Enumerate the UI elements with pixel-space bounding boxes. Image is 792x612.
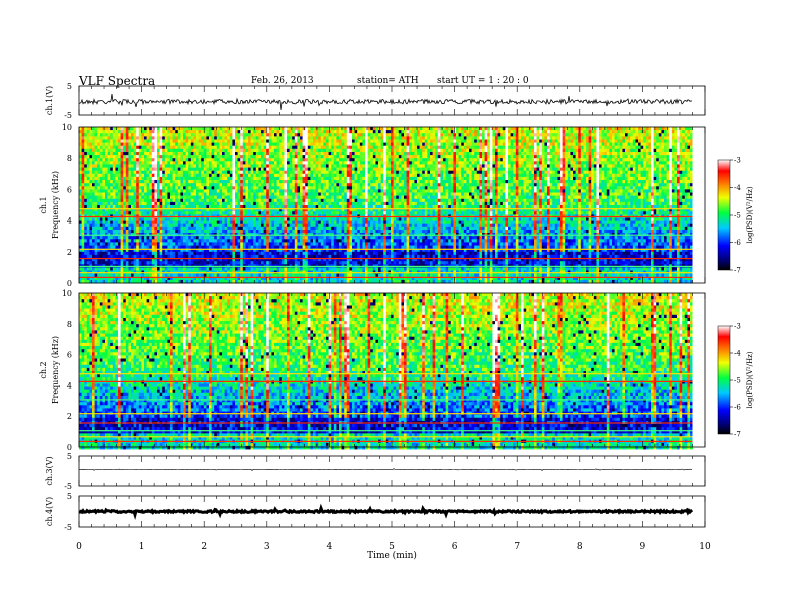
ch1-spectrogram-image bbox=[79, 127, 705, 284]
y-tick-label: 4 bbox=[67, 381, 72, 390]
ch2-spectrogram-image bbox=[79, 293, 705, 450]
channel-label: ch.2 bbox=[39, 361, 48, 378]
y-tick-label: 6 bbox=[67, 185, 72, 194]
colorbar-tick-label: -3 bbox=[734, 323, 741, 331]
x-tick-label: 6 bbox=[452, 542, 458, 552]
axes-layer bbox=[78, 85, 706, 528]
y-axis-label: ch.3(V) bbox=[45, 456, 54, 485]
x-tick-label: 8 bbox=[577, 542, 583, 552]
y-tick-label: 10 bbox=[62, 123, 72, 132]
x-tick-label: 2 bbox=[201, 542, 207, 552]
y-axis-label: ch.4(V) bbox=[45, 497, 54, 526]
x-tick-label: 5 bbox=[389, 542, 395, 552]
colorbar-tick-label: -6 bbox=[734, 239, 741, 247]
colorbar-tick-label: -7 bbox=[734, 267, 741, 275]
x-tick-label: 9 bbox=[640, 542, 646, 552]
waveform-traces bbox=[78, 93, 694, 521]
x-tick-label: 3 bbox=[264, 542, 270, 552]
colorbar-label: log(PSD)(V²/Hz) bbox=[746, 186, 754, 243]
ch3-waveform-line bbox=[78, 468, 692, 471]
start-time-label: start UT = 1 : 20 : 0 bbox=[437, 76, 529, 86]
x-tick-label: 4 bbox=[327, 542, 333, 552]
ch1-waveform-line bbox=[78, 93, 693, 110]
y-tick-label: 2 bbox=[67, 248, 72, 257]
x-tick-label: 0 bbox=[76, 542, 82, 552]
station-label: station= ATH bbox=[357, 76, 419, 86]
colorbar-label: log(PSD)(V²/Hz) bbox=[746, 351, 754, 408]
labels-layer: 5-5ch.1(V)5-5ch.3(V)5-5ch.4(V)0246810ch.… bbox=[39, 82, 754, 561]
y-tick-label: 6 bbox=[67, 351, 72, 360]
colorbar-tick-label: -6 bbox=[734, 404, 741, 412]
x-tick-label: 10 bbox=[699, 542, 711, 552]
y-tick-label: 5 bbox=[67, 82, 72, 91]
y-tick-label: 5 bbox=[67, 492, 72, 501]
y-tick-label: 8 bbox=[67, 320, 72, 329]
channel-label: ch.1 bbox=[39, 196, 48, 213]
y-tick-label: 5 bbox=[67, 452, 72, 461]
y-tick-label: -5 bbox=[64, 111, 72, 120]
y-tick-label: 8 bbox=[67, 154, 72, 163]
x-axis-label: Time (min) bbox=[367, 550, 417, 561]
colorbar-tick-label: -7 bbox=[734, 431, 741, 439]
y-tick-label: -5 bbox=[64, 482, 72, 491]
colorbar-tick-label: -5 bbox=[734, 377, 741, 385]
chart-title: VLF Spectra bbox=[79, 74, 155, 88]
y-axis-label: Frequency (kHz) bbox=[51, 171, 60, 239]
ch4-waveform-line bbox=[78, 503, 694, 521]
colorbar bbox=[717, 159, 731, 271]
y-tick-label: -5 bbox=[64, 523, 72, 532]
y-tick-label: 2 bbox=[67, 412, 72, 421]
colorbar-tick-label: -4 bbox=[734, 184, 741, 192]
colorbar-tick-label: -4 bbox=[734, 350, 741, 358]
y-tick-label: 4 bbox=[67, 217, 72, 226]
x-tick-label: 7 bbox=[514, 542, 520, 552]
y-tick-label: 0 bbox=[67, 279, 72, 288]
colorbar-tick-label: -3 bbox=[734, 157, 741, 165]
colorbar bbox=[717, 325, 731, 435]
y-tick-label: 0 bbox=[67, 443, 72, 452]
x-tick-label: 1 bbox=[139, 542, 145, 552]
date-label: Feb. 26, 2013 bbox=[251, 76, 314, 86]
y-axis-label: ch.1(V) bbox=[45, 86, 54, 115]
colorbar-tick-label: -5 bbox=[734, 212, 741, 220]
y-tick-label: 10 bbox=[62, 289, 72, 298]
y-axis-label: Frequency (kHz) bbox=[51, 336, 60, 404]
